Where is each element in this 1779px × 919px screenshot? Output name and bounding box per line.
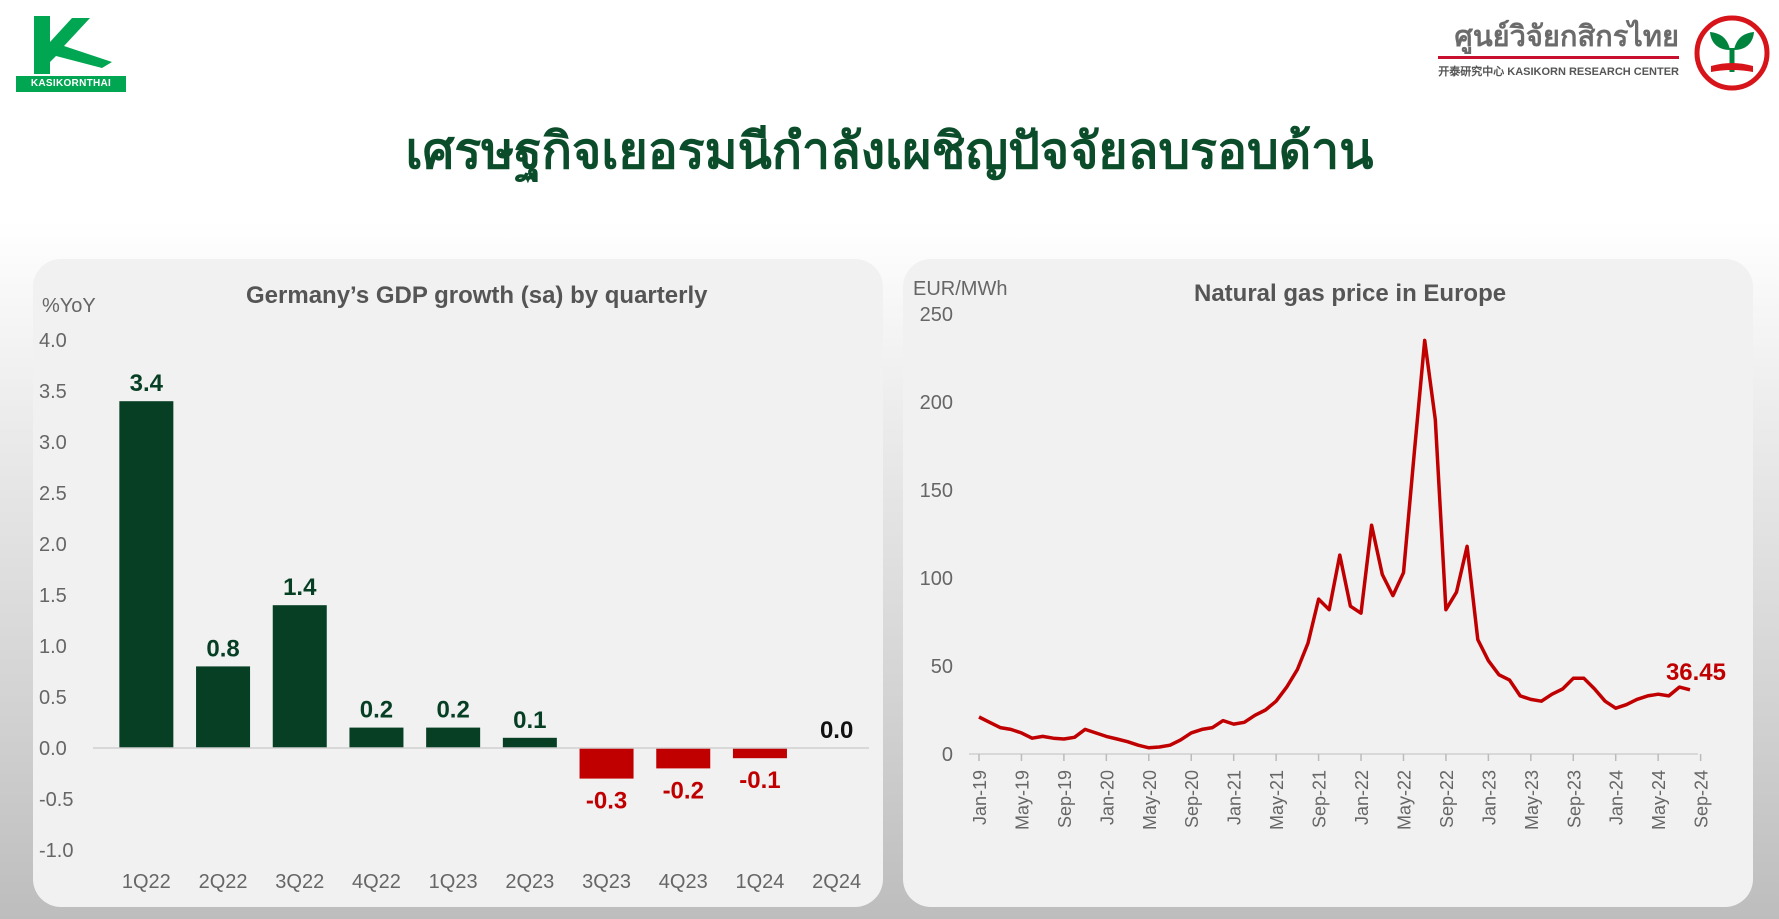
gas-x-tick-label: Sep-24	[1692, 770, 1712, 828]
gdp-y-tick-label: -1.0	[39, 840, 73, 862]
gas-x-tick-label: Jan-24	[1607, 770, 1627, 825]
gas-line-chart: Natural gas price in Europe EUR/MWh 250 2…	[913, 278, 1726, 830]
gas-x-tick-label: May-20	[1140, 770, 1160, 830]
gdp-bar-4Q23	[656, 748, 711, 769]
gdp-data-label: 3.4	[130, 370, 164, 397]
gas-x-tick-label: Sep-20	[1182, 770, 1202, 828]
gas-x-tick-label: Sep-19	[1055, 770, 1075, 828]
research-center-underline	[1438, 56, 1679, 59]
kasikorn-leaf-emblem-icon	[1694, 15, 1770, 91]
gdp-x-tick-label: 1Q23	[429, 871, 478, 893]
gas-y-tick-label: 250	[920, 304, 953, 326]
gdp-bar-1Q24	[732, 748, 787, 759]
gas-x-tick-label: Jan-21	[1225, 770, 1245, 825]
gdp-data-label: -0.1	[739, 767, 780, 794]
gas-x-tick-label: Sep-23	[1564, 770, 1584, 828]
kasikornthai-logo	[34, 16, 112, 74]
gas-y-tick-label: 0	[942, 744, 953, 766]
gas-x-tick-label: Sep-21	[1310, 770, 1330, 828]
gdp-x-tick-label: 4Q23	[659, 871, 708, 893]
gas-x-tick-label: May-24	[1649, 770, 1669, 830]
research-center-thai-name: ศูนย์วิจัยกสิกรไทย	[1454, 19, 1679, 53]
gas-price-series-line	[978, 338, 1691, 750]
gdp-x-tick-label: 2Q23	[505, 871, 554, 893]
gdp-bar-2Q23	[502, 737, 557, 748]
gdp-data-label: 0.2	[436, 697, 469, 724]
gdp-x-tick-label: 4Q22	[352, 871, 401, 893]
research-center-english-name: 开泰研究中心 KASIKORN RESEARCH CENTER	[1438, 66, 1679, 78]
gdp-bar-4Q22	[349, 727, 404, 748]
gdp-y-axis-unit: %YoY	[42, 295, 96, 317]
k-letter-shape	[34, 16, 112, 74]
gdp-x-tick-label: 3Q22	[275, 871, 324, 893]
gas-x-tick-label: May-23	[1522, 770, 1542, 830]
gdp-data-label: 0.1	[513, 707, 546, 734]
gdp-data-label: 0.8	[206, 635, 239, 662]
gdp-x-tick-label: 1Q24	[735, 871, 784, 893]
gas-chart-panel: Natural gas price in Europe EUR/MWh 250 2…	[903, 259, 1753, 907]
gdp-bar-3Q23	[579, 748, 634, 779]
gas-y-tick-label: 100	[920, 568, 953, 590]
kasikornthai-wordmark: KASIKORNTHAI	[16, 76, 126, 92]
gas-x-tick-label: Jan-22	[1352, 770, 1372, 825]
gdp-bar-chart: Germany’s GDP growth (sa) by quarterly %…	[39, 282, 869, 893]
gdp-y-tick-label: 3.0	[39, 432, 67, 454]
gdp-bar-2Q22	[196, 666, 251, 748]
gdp-data-label: 1.4	[283, 574, 317, 601]
gdp-y-tick-label: 4.0	[39, 330, 67, 352]
gas-x-tick-label: May-22	[1394, 770, 1414, 830]
gas-x-tick-label: May-19	[1012, 770, 1032, 830]
gas-x-tick-label: May-21	[1267, 770, 1287, 830]
gdp-data-label: -0.3	[586, 788, 627, 815]
gas-x-tick-label: Jan-20	[1097, 770, 1117, 825]
gdp-y-tick-label: 1.0	[39, 636, 67, 658]
gdp-data-label: -0.2	[663, 777, 704, 804]
gas-x-tick-label: Jan-19	[970, 770, 990, 825]
gdp-bar-1Q23	[426, 727, 481, 748]
gas-x-tick-label: Sep-22	[1437, 770, 1457, 828]
gas-y-axis-unit: EUR/MWh	[913, 278, 1007, 300]
gdp-chart-title: Germany’s GDP growth (sa) by quarterly	[246, 282, 708, 309]
gdp-chart-panel: Germany’s GDP growth (sa) by quarterly %…	[33, 259, 883, 907]
gdp-bar-1Q22	[119, 401, 174, 748]
gdp-y-tick-label: 2.5	[39, 483, 67, 505]
gdp-y-tick-label: 0.0	[39, 738, 67, 760]
gdp-x-tick-label: 2Q22	[199, 871, 248, 893]
gas-y-tick-label: 200	[920, 392, 953, 414]
gdp-y-tick-label: 2.0	[39, 534, 67, 556]
gdp-y-tick-label: 3.5	[39, 381, 67, 403]
page-title: เศรษฐกิจเยอรมนีกำลังเผชิญปัจจัยลบรอบด้าน	[405, 122, 1374, 180]
gdp-y-tick-label: -0.5	[39, 789, 73, 811]
gdp-x-tick-label: 1Q22	[122, 871, 171, 893]
gdp-bar-3Q22	[272, 605, 327, 748]
gdp-data-label: 0.0	[820, 717, 853, 744]
gas-y-tick-label: 150	[920, 480, 953, 502]
gas-x-tick-label: Jan-23	[1479, 770, 1499, 825]
kasikorn-research-center-logo: ศูนย์วิจัยกสิกรไทย 开泰研究中心 KASIKORN RESEA…	[1438, 18, 1679, 79]
gdp-y-tick-label: 1.5	[39, 585, 67, 607]
gdp-data-label: 0.2	[360, 697, 393, 724]
gas-chart-title: Natural gas price in Europe	[1194, 280, 1506, 307]
gas-end-value-label: 36.45	[1666, 659, 1726, 686]
gdp-x-tick-label: 3Q23	[582, 871, 631, 893]
gas-y-tick-label: 50	[931, 656, 953, 678]
gdp-y-tick-label: 0.5	[39, 687, 67, 709]
gdp-x-tick-label: 2Q24	[812, 871, 861, 893]
